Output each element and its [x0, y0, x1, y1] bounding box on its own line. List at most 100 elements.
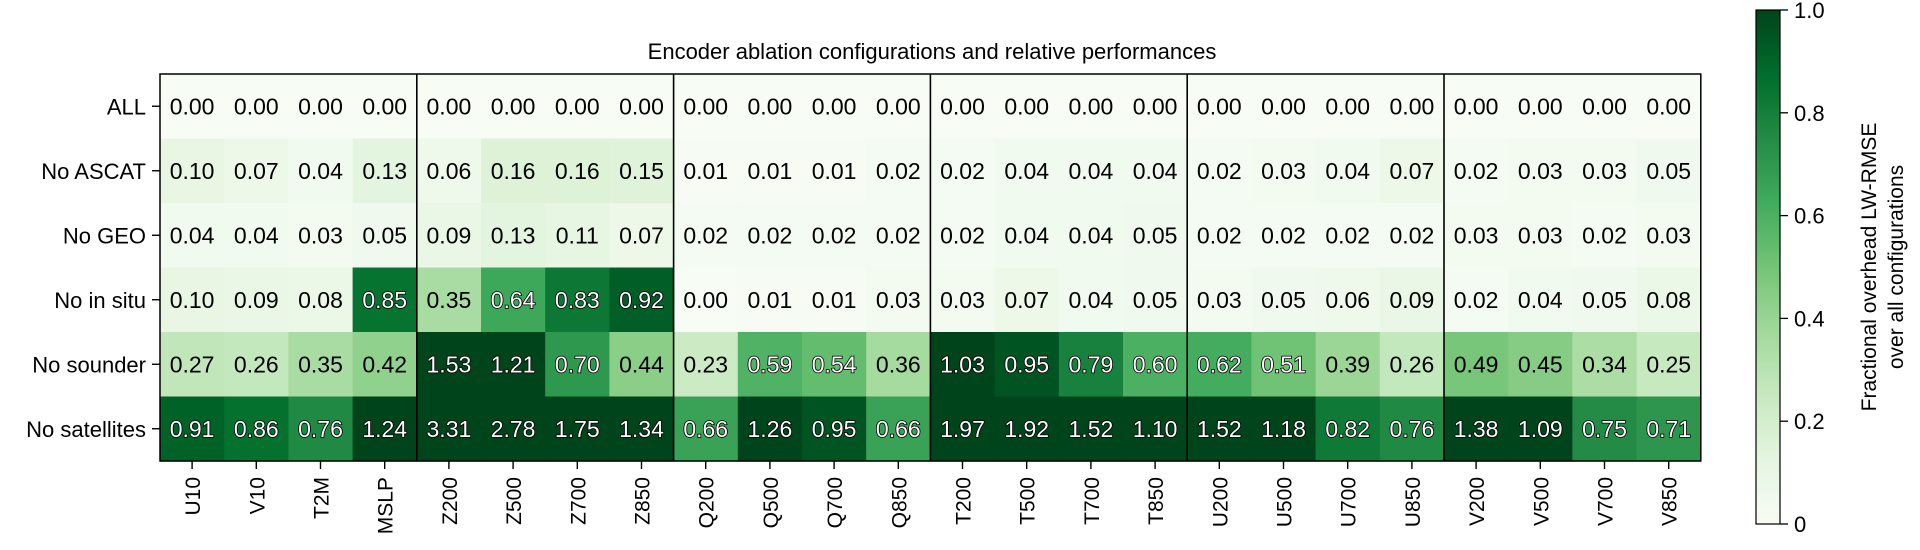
heatmap-cell — [481, 332, 546, 398]
column-labels: U10 V10 T2M MSLP Z200 Z500 Z700 Z850 Q200 Q500 Q70… — [182, 461, 1682, 534]
heatmap-cell — [673, 396, 739, 462]
heatmap-cell — [224, 203, 289, 269]
heatmap-cell — [1379, 332, 1445, 398]
colorbar-tick-label: 0 — [1794, 512, 1806, 537]
cell-value-label: 0.51 — [1261, 351, 1306, 377]
heatmap-cell — [1572, 138, 1638, 204]
cell-value-label: 0.35 — [427, 287, 472, 313]
colorbar-tick-label: 0.4 — [1794, 306, 1825, 331]
cell-value-label: 0.01 — [683, 158, 728, 184]
heatmap-cell — [416, 74, 482, 140]
cell-value-label: 0.02 — [1197, 222, 1242, 248]
cell-value-label: 0.95 — [1004, 351, 1049, 377]
heatmap-cell — [1123, 74, 1188, 140]
heatmap-cell — [802, 396, 867, 462]
heatmap-cell — [1636, 74, 1702, 140]
column-label: Z200 — [439, 477, 462, 525]
heatmap-cell — [802, 267, 867, 333]
cell-value-label: 0.00 — [1261, 93, 1306, 119]
cell-value-label: 1.21 — [491, 351, 536, 377]
cell-value-label: 0.15 — [619, 158, 664, 184]
cell-value-label: 0.00 — [683, 93, 728, 119]
cell-value-label: 0.00 — [1518, 93, 1563, 119]
heatmap-cell — [609, 267, 675, 333]
cell-value-label: 1.18 — [1261, 416, 1306, 442]
cell-value-label: 0.00 — [170, 93, 215, 119]
heatmap-cell — [1572, 203, 1638, 269]
heatmap-cell — [352, 267, 418, 333]
heatmap-cell — [1058, 203, 1124, 269]
colorbar-label-line1: Fractional overhead LW-RMSE — [1858, 123, 1881, 412]
cell-value-label: 0.03 — [876, 287, 921, 313]
column-label: T200 — [953, 477, 976, 525]
cell-value-label: 0.92 — [619, 287, 664, 313]
cell-value-label: 0.75 — [1582, 416, 1627, 442]
heatmap-cell — [160, 396, 225, 462]
heatmap-cell — [930, 138, 996, 204]
cell-value-label: 0.00 — [1197, 93, 1242, 119]
heatmap-cell — [673, 267, 739, 333]
cell-value-label: 0.03 — [298, 222, 343, 248]
heatmap-cell — [288, 203, 354, 269]
heatmap-cell — [673, 203, 739, 269]
cell-value-label: 0.04 — [1518, 287, 1563, 313]
heatmap-cell — [866, 332, 931, 398]
cell-value-label: 0.02 — [1582, 222, 1627, 248]
heatmap-cell — [1379, 203, 1445, 269]
heatmap-cell — [994, 74, 1060, 140]
cell-value-label: 0.02 — [1454, 158, 1499, 184]
column-label: Q500 — [760, 477, 783, 528]
column-label: Z700 — [567, 477, 590, 525]
cell-value-label: 2.78 — [491, 416, 536, 442]
heatmap-cell — [416, 332, 482, 398]
heatmap-cell — [994, 396, 1060, 462]
colorbar-label-line2: over all configurations — [1885, 165, 1908, 369]
heatmap-cell — [1187, 396, 1252, 462]
heatmap-cell — [481, 396, 546, 462]
cell-value-label: 0.02 — [876, 158, 921, 184]
heatmap-cell — [224, 138, 289, 204]
column-label: Z500 — [503, 477, 526, 525]
column-label: T700 — [1081, 477, 1104, 525]
heatmap-cell — [609, 138, 675, 204]
column-label: U700 — [1338, 477, 1361, 527]
cell-value-label: 0.16 — [491, 158, 536, 184]
cell-value-label: 0.34 — [1582, 351, 1627, 377]
row-labels: ALL No ASCAT No GEO No in situ No sounder No … — [26, 94, 160, 442]
cell-value-label: 0.08 — [1646, 287, 1691, 313]
cell-value-label: 0.00 — [362, 93, 407, 119]
cell-value-label: 0.04 — [234, 222, 279, 248]
heatmap-cell — [1572, 396, 1638, 462]
row-label: No in situ — [54, 288, 146, 313]
cell-value-label: 0.00 — [812, 93, 857, 119]
heatmap-cell — [1251, 74, 1317, 140]
cell-value-label: 0.26 — [234, 351, 279, 377]
cell-value-label: 0.76 — [1390, 416, 1435, 442]
cell-value-label: 0.00 — [234, 93, 279, 119]
heatmap-cell — [609, 396, 675, 462]
cell-value-label: 0.02 — [940, 222, 985, 248]
heatmap-cell — [416, 396, 482, 462]
column-label: V500 — [1530, 477, 1553, 526]
heatmap-cell — [673, 74, 739, 140]
cell-value-label: 0.00 — [748, 93, 793, 119]
heatmap-cell — [1123, 396, 1188, 462]
heatmap-cell — [1379, 74, 1445, 140]
column-label: U850 — [1402, 477, 1425, 527]
column-label: U10 — [182, 477, 205, 516]
heatmap-cell — [224, 74, 289, 140]
heatmap-cell — [1251, 203, 1317, 269]
cell-value-label: 0.04 — [1069, 287, 1114, 313]
cell-value-label: 0.04 — [1004, 158, 1049, 184]
heatmap-cell — [1508, 138, 1573, 204]
heatmap-cell — [1123, 332, 1188, 398]
heatmap-cell — [545, 267, 610, 333]
cell-value-label: 0.85 — [362, 287, 407, 313]
heatmap-cell — [1187, 332, 1252, 398]
cell-value-label: 0.03 — [1261, 158, 1306, 184]
column-label: Q850 — [888, 477, 911, 528]
cell-value-label: 0.09 — [1390, 287, 1435, 313]
cell-value-label: 1.26 — [748, 416, 793, 442]
heatmap-cell — [609, 332, 675, 398]
cell-value-label: 0.01 — [748, 158, 793, 184]
